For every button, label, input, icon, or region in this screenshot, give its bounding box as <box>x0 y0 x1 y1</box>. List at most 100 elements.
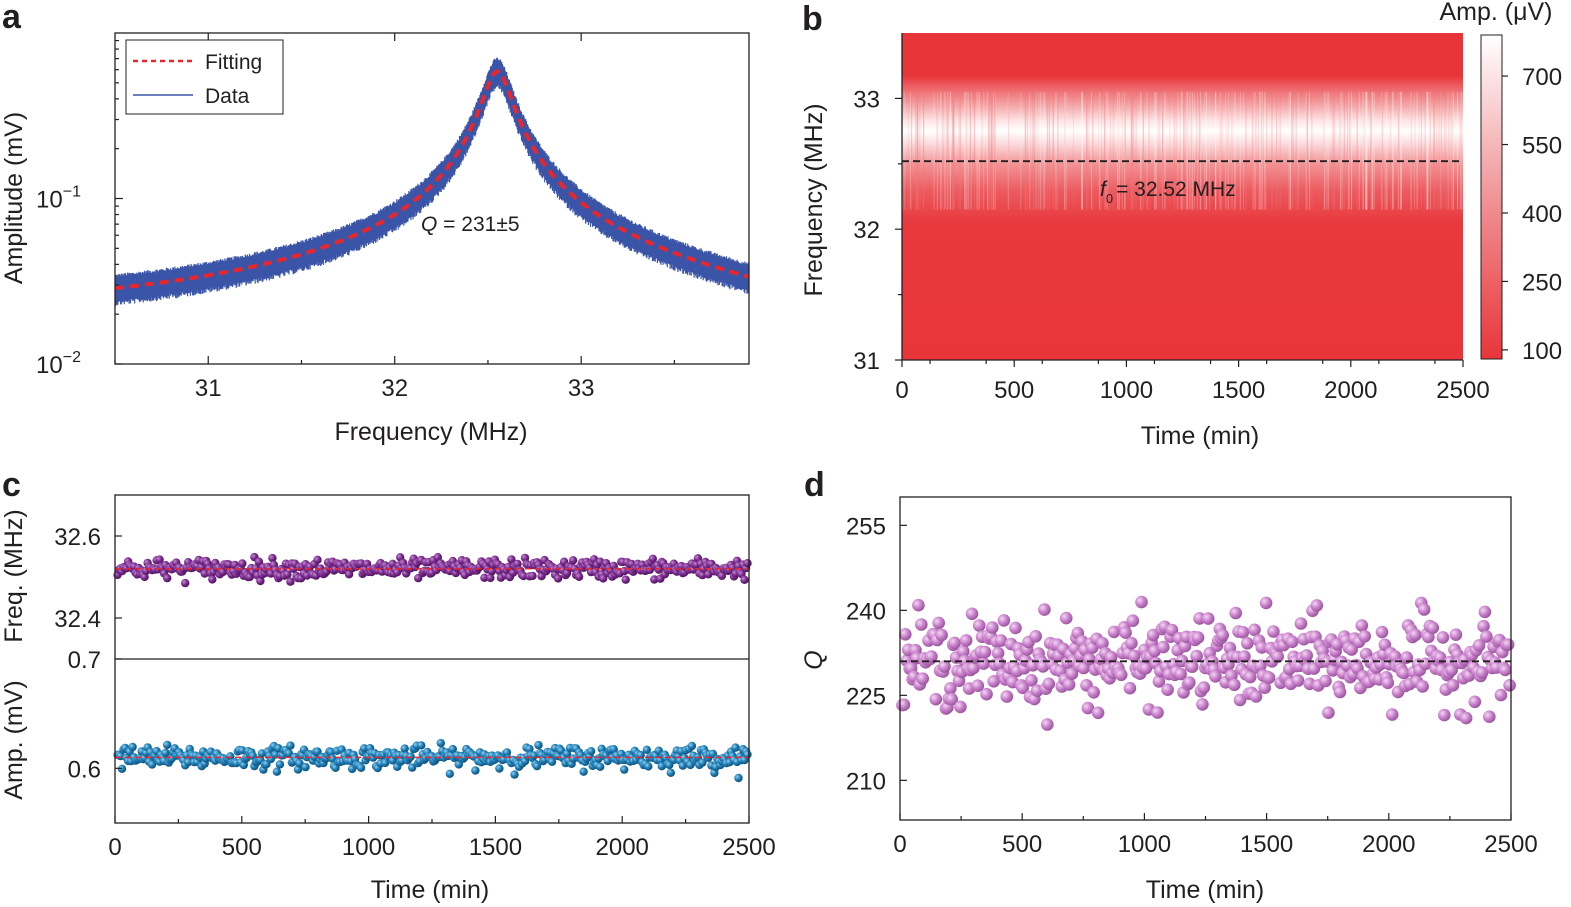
heatmap-texture <box>990 91 992 210</box>
q-point <box>1478 605 1492 619</box>
freq-point <box>163 573 172 583</box>
heatmap-texture <box>1162 91 1164 210</box>
amp-point <box>495 764 504 773</box>
heatmap-texture <box>983 91 985 210</box>
q-point <box>1417 603 1431 616</box>
q-point <box>1151 706 1164 719</box>
heatmap-texture <box>1323 91 1325 210</box>
heatmap-texture <box>1457 91 1459 210</box>
amp-point <box>734 773 743 783</box>
heatmap-texture <box>1261 91 1263 210</box>
q-point <box>1258 681 1271 694</box>
heatmap-texture <box>952 91 954 210</box>
panel-b-xlabel: Time (min) <box>1141 422 1260 450</box>
heatmap-texture <box>1025 91 1027 210</box>
q-point <box>1216 628 1229 642</box>
heatmap-texture <box>1024 91 1026 210</box>
amp-point <box>147 760 157 769</box>
freq-point <box>648 554 657 563</box>
q-point <box>1183 676 1196 689</box>
heatmap-texture <box>1042 91 1044 210</box>
amp-point <box>184 757 193 767</box>
x-tick-label: 33 <box>568 375 595 402</box>
q-point <box>1197 681 1211 694</box>
heatmap-texture <box>1266 91 1268 210</box>
heatmap-texture <box>960 91 961 210</box>
q-point <box>1083 652 1096 666</box>
heatmap-texture <box>1109 91 1111 210</box>
heatmap-texture <box>964 91 966 210</box>
heatmap-texture <box>1189 91 1191 210</box>
legend-box <box>125 39 284 115</box>
heatmap-texture <box>1400 91 1402 210</box>
freq-point <box>743 559 752 568</box>
q-point <box>1285 635 1299 649</box>
heatmap-texture <box>937 91 938 210</box>
heatmap-texture <box>1219 91 1221 210</box>
colorbar-tick-label: 550 <box>1522 133 1562 160</box>
x-tick-label: 1000 <box>1100 377 1153 404</box>
heatmap-texture <box>915 91 916 210</box>
heatmap-texture <box>1124 91 1126 210</box>
heatmap-texture <box>1261 91 1263 210</box>
q-point <box>991 646 1005 660</box>
y-tick-label: 210 <box>846 768 886 795</box>
q-point <box>1114 668 1128 682</box>
x-tick-label: 0 <box>108 834 121 861</box>
q-point <box>1262 671 1276 684</box>
heatmap-texture <box>1457 91 1459 210</box>
q-point <box>1254 659 1267 672</box>
heatmap-texture <box>974 91 976 210</box>
panel-b-chart: f0 = 32.52 MHz 0 500 1000 1500 2000 2500313233… <box>800 0 1562 450</box>
heatmap-texture <box>1292 91 1294 210</box>
q-point <box>1123 681 1137 695</box>
colorbar-tick-label: 700 <box>1522 64 1562 91</box>
heatmap-texture <box>909 91 911 210</box>
heatmap-texture <box>1351 91 1353 210</box>
x-tick-label: 500 <box>1002 831 1042 858</box>
amp-point <box>644 762 653 771</box>
heatmap-texture <box>1350 91 1352 210</box>
heatmap-texture <box>1365 91 1367 210</box>
x-tick-label: 1500 <box>469 834 522 861</box>
x-tick-label: 2500 <box>1436 377 1489 404</box>
heatmap-texture <box>1029 91 1031 210</box>
heatmap-texture <box>1462 91 1464 210</box>
amp-point <box>547 757 557 766</box>
q-point <box>1042 677 1056 691</box>
heatmap-texture <box>1204 91 1206 210</box>
heatmap-texture <box>1364 91 1366 210</box>
heatmap-texture <box>1157 91 1159 210</box>
heatmap-texture <box>1386 91 1388 210</box>
heatmap-texture <box>917 91 918 210</box>
heatmap-texture <box>1349 91 1351 210</box>
heatmap-texture <box>1258 91 1260 210</box>
heatmap-texture <box>1234 91 1236 210</box>
q-point <box>957 645 970 658</box>
q-point <box>986 621 999 634</box>
x-tick-label: 0 <box>895 377 908 404</box>
heatmap-texture <box>1426 91 1428 210</box>
amp-point <box>731 743 740 752</box>
q-point <box>1119 626 1132 639</box>
heatmap-texture <box>1046 91 1048 210</box>
heatmap-texture <box>947 91 949 210</box>
q-point <box>965 607 979 621</box>
x-tick-label: 500 <box>994 377 1034 404</box>
amp-point <box>445 769 454 778</box>
q-point <box>1238 650 1251 663</box>
freq-point <box>286 577 295 586</box>
heatmap-texture <box>1135 91 1137 210</box>
heatmap-texture <box>923 91 925 210</box>
q-point <box>954 700 967 714</box>
q-point <box>1480 630 1493 643</box>
panel-letter-a: a <box>2 0 22 36</box>
heatmap-texture <box>1251 91 1253 210</box>
q-point <box>1477 619 1490 633</box>
q-point <box>1333 685 1347 699</box>
q-point <box>980 687 993 701</box>
heatmap-texture <box>1121 91 1123 210</box>
colorbar <box>1480 34 1503 360</box>
heatmap-texture <box>1448 91 1450 210</box>
q-point <box>971 679 985 692</box>
